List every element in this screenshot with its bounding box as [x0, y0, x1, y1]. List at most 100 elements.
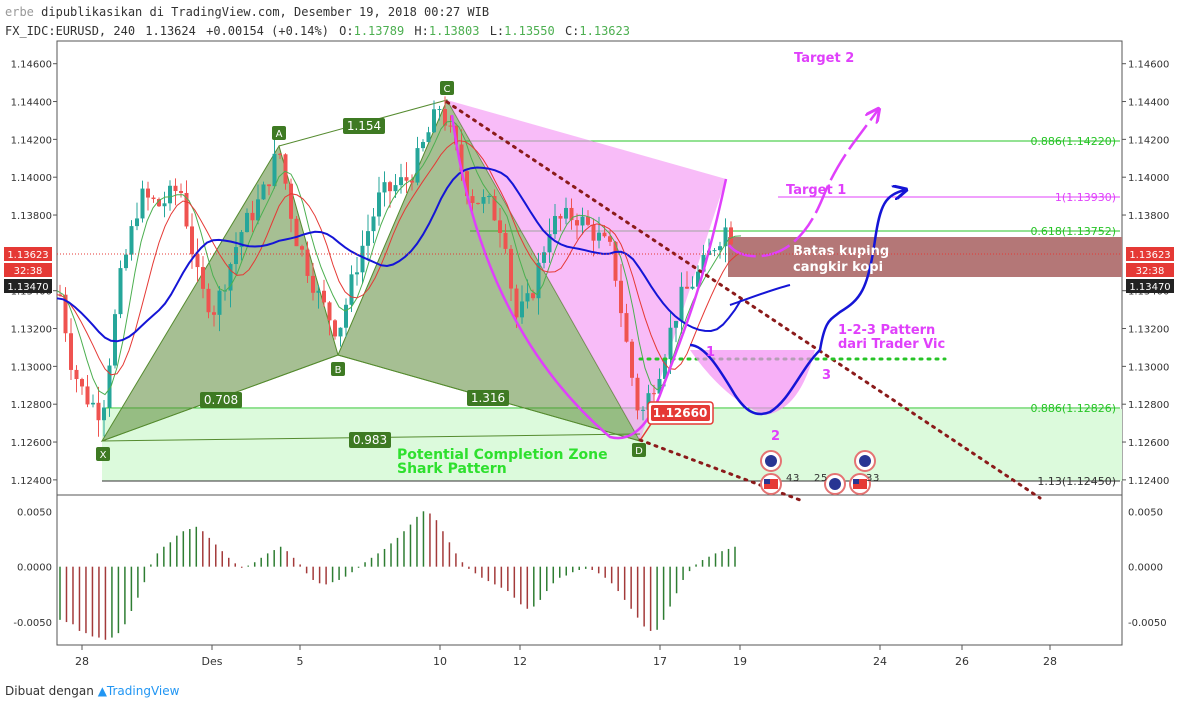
- ratio-0983: 0.983: [353, 433, 387, 447]
- candle-up: [520, 301, 524, 318]
- candle-down: [179, 191, 183, 193]
- candle-up: [349, 274, 354, 305]
- event-icon-eu-1[interactable]: [760, 450, 782, 472]
- ma-badge-left: 1.13470: [7, 282, 48, 293]
- candle-down: [96, 402, 101, 421]
- candle-down: [157, 199, 161, 207]
- point-a: A: [276, 129, 283, 140]
- y-tick-left: 1.12800: [11, 400, 52, 411]
- y-tick-right: 1.12800: [1128, 400, 1169, 411]
- high-label: H:: [414, 24, 429, 38]
- y-tick-right: 1.12400: [1128, 476, 1169, 487]
- candle-up: [487, 196, 491, 198]
- y-tick-left: 1.12400: [11, 476, 52, 487]
- pattern-point-2: 2: [771, 429, 780, 444]
- candle-up: [597, 232, 601, 241]
- x-tick-label: 24: [873, 655, 887, 668]
- fib-label-1: 1(1.13930): [1055, 191, 1116, 204]
- candle-up: [679, 286, 684, 321]
- candle-down: [278, 153, 282, 155]
- countdown-badge-right: 32:38: [1136, 266, 1165, 277]
- candle-up: [135, 218, 139, 227]
- candle-up: [701, 254, 706, 272]
- low-value: 1.13550: [504, 24, 555, 38]
- y-tick-left: 1.14200: [11, 135, 52, 146]
- candle-down: [608, 236, 612, 242]
- candle-up: [696, 271, 700, 287]
- candle-down: [195, 254, 200, 268]
- event-icon-eu-3[interactable]: [854, 450, 876, 472]
- last-price-badge-right: 1.13623: [1129, 250, 1170, 261]
- candle-up: [674, 320, 678, 328]
- candle-up: [245, 212, 249, 233]
- candle-up: [718, 246, 722, 251]
- event-count-6: 3: [873, 473, 879, 484]
- candle-down: [146, 188, 150, 198]
- osc-tick-left: -0.0050: [13, 618, 52, 629]
- x-tick-label: 28: [75, 655, 89, 668]
- candle-up: [272, 153, 277, 187]
- candle-down: [619, 280, 623, 314]
- fib-label-113: 1.13(1.12450): [1037, 475, 1116, 488]
- event-icon-us-2[interactable]: [849, 473, 871, 495]
- time-axis: 28 Des 5 10 12 17 19 24 26 28: [75, 645, 1057, 668]
- candle-down: [613, 241, 618, 281]
- last-price-badge-left: 1.13623: [7, 250, 48, 261]
- candle-down: [410, 180, 414, 183]
- pattern-point-1: 1: [706, 345, 715, 360]
- candle-up: [239, 232, 244, 248]
- x-tick-label: 5: [297, 655, 304, 668]
- target1-label: Target 1: [786, 183, 846, 198]
- dotted-trendline: [445, 100, 1042, 500]
- candle-up: [547, 234, 552, 253]
- candle-down: [531, 293, 535, 299]
- candle-down: [652, 393, 656, 395]
- pattern123-label-1: 1-2-3 Pattern: [838, 323, 935, 338]
- candle-down: [514, 288, 519, 318]
- candle-down: [591, 224, 596, 241]
- y-tick-left: 1.14400: [11, 98, 52, 109]
- candle-down: [294, 218, 299, 247]
- tradingview-logo-icon[interactable]: ▲: [97, 684, 107, 698]
- candle-down: [685, 286, 689, 289]
- y-tick-left: 1.12600: [11, 438, 52, 449]
- candle-down: [74, 369, 79, 380]
- ma-badge-right: 1.13470: [1129, 282, 1170, 293]
- candle-down: [459, 144, 464, 172]
- candle-down: [69, 333, 73, 370]
- pattern-point-3: 3: [822, 368, 831, 383]
- zone-label-2: Shark Pattern: [397, 461, 507, 477]
- osc-tick-right: -0.0050: [1128, 618, 1167, 629]
- candle-up: [525, 293, 530, 302]
- event-icon-us-1[interactable]: [760, 473, 782, 495]
- candle-down: [311, 275, 315, 293]
- candle-up: [129, 226, 134, 255]
- footer-brand[interactable]: TradingView: [106, 684, 180, 698]
- published-text: dipublikasikan di TradingView.com, Desem…: [41, 5, 490, 19]
- price-badges: 1.13623 32:38 1.13470 1.13623 32:38 1.13…: [4, 247, 1174, 293]
- candle-up: [415, 148, 420, 183]
- event-icon-eu-2[interactable]: [824, 473, 846, 495]
- candle-down: [289, 183, 293, 219]
- candle-down: [470, 196, 475, 203]
- candle-up: [580, 216, 585, 226]
- x-tick-label: 28: [1043, 655, 1057, 668]
- candle-down: [173, 185, 178, 192]
- candle-down: [206, 288, 211, 313]
- d-price-label: 1.12660: [653, 406, 708, 420]
- candle-down: [190, 226, 194, 255]
- candle-up: [371, 216, 376, 232]
- candle-down: [250, 212, 255, 221]
- target2-label: Target 2: [794, 51, 854, 66]
- candle-down: [448, 125, 453, 127]
- economic-events[interactable]: 4 3 2 5 3 3: [760, 450, 879, 495]
- open-label: O:: [339, 24, 354, 38]
- candle-down: [558, 216, 563, 219]
- candle-up: [228, 264, 233, 291]
- candle-up: [393, 185, 398, 192]
- candle-up: [536, 262, 541, 299]
- candle-down: [509, 248, 513, 289]
- fib-label-0886-top: 0.886(1.14220): [1030, 135, 1116, 148]
- countdown-badge-left: 32:38: [14, 266, 43, 277]
